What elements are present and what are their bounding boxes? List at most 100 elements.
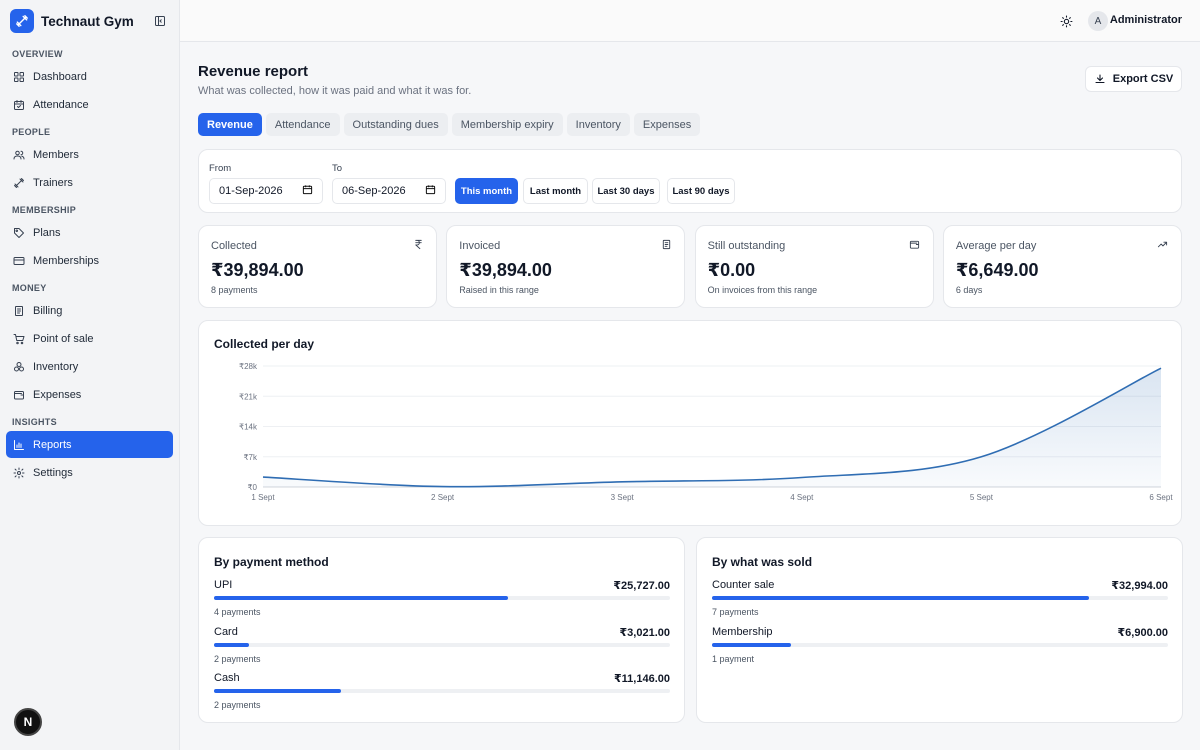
breakdown-bar-track <box>214 596 670 600</box>
calendar-icon <box>302 184 313 198</box>
stat-card-average-per-day: Average per day ₹6,649.00 6 days <box>942 225 1182 308</box>
tab-inventory[interactable]: Inventory <box>566 113 630 136</box>
range-last-month-button[interactable]: Last month <box>523 178 588 204</box>
breakdown-row-head: Cash ₹11,146.00 <box>214 672 670 685</box>
cart-icon <box>13 333 25 345</box>
breakdown-bar-track <box>214 689 670 693</box>
dev-badge[interactable]: N <box>14 708 42 736</box>
stat-label: Still outstanding <box>707 240 786 252</box>
chart-x-tick-label: 5 Sept <box>970 493 994 502</box>
avatar[interactable]: A <box>1088 11 1108 31</box>
chart-x-tick-label: 1 Sept <box>251 493 275 502</box>
range-last-30-days-button[interactable]: Last 30 days <box>592 178 660 204</box>
to-date-input[interactable]: 06-Sep-2026 <box>332 178 446 204</box>
breakdown-row-head: Membership ₹6,900.00 <box>712 626 1168 639</box>
sidebar-item-label: Reports <box>33 438 72 451</box>
from-label: From <box>209 163 232 174</box>
receipt-icon <box>13 305 25 317</box>
breakdown-bar-track <box>214 642 670 647</box>
nav-section-title: OVERVIEW <box>12 49 63 59</box>
users-icon <box>13 149 25 161</box>
breakdown-bar-fill <box>214 596 509 600</box>
chart-y-tick-label: ₹21k <box>239 392 258 401</box>
user-name[interactable]: Administrator <box>1109 14 1182 26</box>
sidebar-item-label: Members <box>33 148 79 161</box>
card-icon <box>13 255 25 267</box>
breakdown-amount: ₹3,021.00 <box>619 626 670 639</box>
boxes-icon <box>13 361 25 373</box>
sidebar-item-label: Dashboard <box>33 70 87 83</box>
tab-membership-expiry[interactable]: Membership expiry <box>451 113 563 136</box>
sidebar-item-settings[interactable]: Settings <box>6 459 173 486</box>
breakdown-row-counter-sale: Counter sale ₹32,994.00 7 payments <box>712 579 1168 617</box>
stat-note: 8 payments <box>211 285 258 295</box>
sidebar-item-point-of-sale[interactable]: Point of sale <box>6 325 173 352</box>
from-date-input[interactable]: 01-Sep-2026 <box>209 178 323 204</box>
sidebar-item-expenses[interactable]: Expenses <box>6 381 173 408</box>
sidebar-item-billing[interactable]: Billing <box>6 297 173 324</box>
stat-note: 6 days <box>955 285 983 295</box>
wallet-icon <box>13 389 25 401</box>
collected-per-day-card: Collected per day ₹0 ₹7k ₹14k ₹21k ₹28k 1 Sep… <box>198 320 1182 526</box>
by-payment-method-card: By payment method UPI ₹25,727.00 4 payment… <box>198 537 685 723</box>
sidebar-collapse-icon[interactable] <box>151 12 169 30</box>
by-what-was-sold-card: By what was sold Counter sale ₹32,994.00 7… <box>696 537 1183 723</box>
range-this-month-button[interactable]: This month <box>455 178 518 204</box>
collected-per-day-chart: ₹0 ₹7k ₹14k ₹21k ₹28k 1 Sept 2 Sept 3 Sept 4 Sep… <box>239 362 1173 502</box>
sidebar-item-dashboard[interactable]: Dashboard <box>6 63 173 90</box>
nav-section-title: INSIGHTS <box>12 417 57 427</box>
sidebar-item-trainers[interactable]: Trainers <box>6 169 173 196</box>
breakdown-bar-track <box>712 642 1168 647</box>
tab-expenses[interactable]: Expenses <box>633 113 701 136</box>
sidebar-item-label: Trainers <box>33 176 73 189</box>
sidebar-item-reports[interactable]: Reports <box>6 431 173 458</box>
tab-attendance[interactable]: Attendance <box>265 113 340 136</box>
sidebar-item-memberships[interactable]: Memberships <box>6 247 173 274</box>
breakdown-note: 2 payments <box>214 700 261 710</box>
brand: Technaut Gym <box>0 0 179 42</box>
breakdown-bar-fill <box>712 642 791 647</box>
chart-title: Collected per day <box>214 337 315 351</box>
calendar-icon <box>13 99 25 111</box>
date-filter-card: From 01-Sep-2026 To 06-Sep-2026 This mon… <box>198 149 1182 213</box>
chart-series-line <box>262 367 1162 488</box>
sidebar-item-attendance[interactable]: Attendance <box>6 91 173 118</box>
tab-revenue[interactable]: Revenue <box>198 113 262 136</box>
breakdown-note: 7 payments <box>712 607 759 617</box>
sidebar-item-inventory[interactable]: Inventory <box>6 353 173 380</box>
dumbbell-icon <box>13 177 25 189</box>
trending-up-icon <box>1157 238 1169 250</box>
stat-card-still-outstanding: Still outstanding ₹0.00 On invoices from t… <box>694 225 934 308</box>
range-last-90-days-button[interactable]: Last 90 days <box>667 178 735 204</box>
nav-section-title: MEMBERSHIP <box>12 205 77 215</box>
rupee-icon <box>412 238 424 250</box>
gear-icon <box>13 467 25 479</box>
breakdown-bar-fill <box>214 689 342 693</box>
brand-name: Technaut Gym <box>41 13 134 29</box>
breakdown-amount: ₹6,900.00 <box>1117 626 1168 639</box>
wallet-icon <box>909 238 921 250</box>
breakdown-bar-fill <box>214 642 249 647</box>
stat-label: Collected <box>211 240 257 252</box>
chart-y-tick-label: ₹28k <box>239 362 258 371</box>
bar-chart-icon <box>13 439 25 451</box>
receipt-icon <box>660 238 672 250</box>
tab-outstanding-dues[interactable]: Outstanding dues <box>343 113 448 136</box>
chart-y-tick-label: ₹0 <box>247 483 257 492</box>
brand-logo-icon <box>10 9 34 33</box>
sidebar-item-plans[interactable]: Plans <box>6 219 173 246</box>
sidebar-item-members[interactable]: Members <box>6 141 173 168</box>
tag-icon <box>13 227 25 239</box>
page-subtitle: What was collected, how it was paid and … <box>198 85 472 97</box>
stat-card-invoiced: Invoiced ₹39,894.00 Raised in this range <box>446 225 686 308</box>
theme-toggle-sun-icon[interactable] <box>1058 13 1074 29</box>
from-date-value: 01-Sep-2026 <box>219 185 283 197</box>
dashboard-icon <box>13 71 25 83</box>
breakdown-row-head: Counter sale ₹32,994.00 <box>712 579 1168 592</box>
by-what-was-sold-title: By what was sold <box>712 555 813 569</box>
topbar: A Administrator <box>180 0 1200 42</box>
export-csv-button[interactable]: Export CSV <box>1085 66 1182 92</box>
export-csv-label: Export CSV <box>1112 73 1174 85</box>
breakdown-note: 4 payments <box>214 607 261 617</box>
nav-section-title: PEOPLE <box>12 127 51 137</box>
